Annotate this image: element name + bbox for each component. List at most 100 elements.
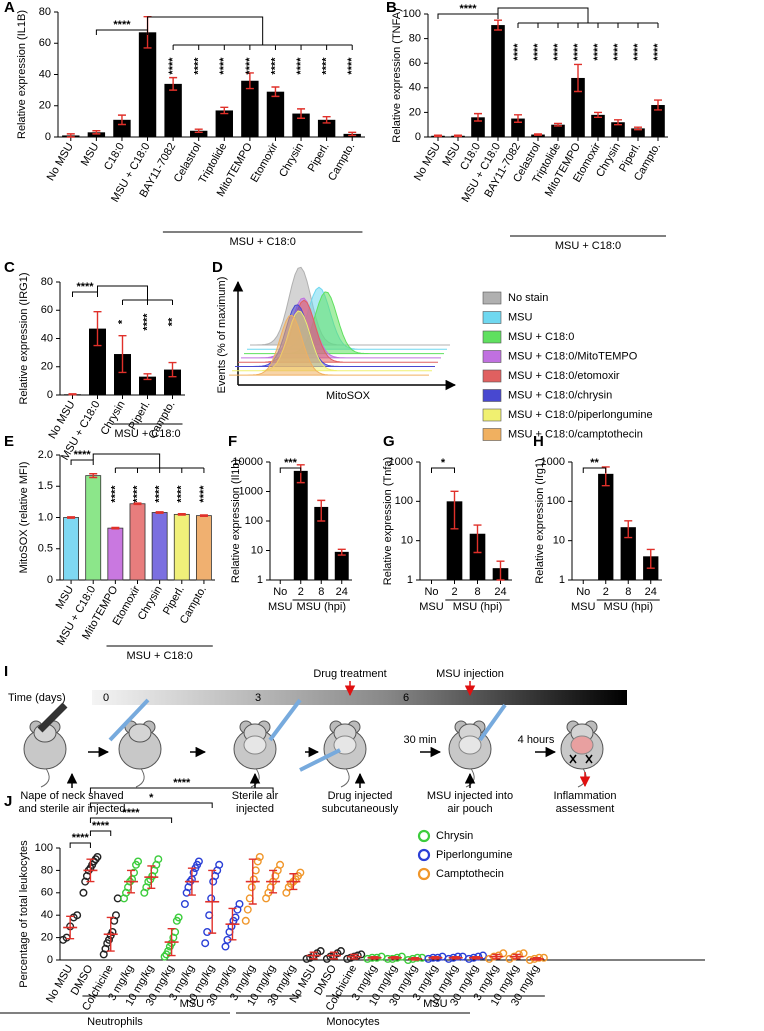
bar [598, 473, 614, 580]
significance-label: **** [459, 3, 477, 15]
group-label: Monocytes [326, 1016, 380, 1028]
y-tick-label: 1000 [541, 456, 565, 468]
data-point [174, 913, 183, 922]
y-tick-label: 60 [409, 57, 421, 69]
error-bar [473, 524, 482, 554]
mouse-head [128, 723, 152, 743]
significance-tree [92, 453, 161, 468]
y-tick-label: 0.5 [38, 543, 53, 555]
error-bar [228, 907, 237, 941]
bar [469, 533, 486, 580]
significance-label: **** [632, 43, 644, 61]
y-tick-label: 10000 [232, 456, 263, 468]
y-tick-label: 100 [245, 515, 263, 527]
group-label: MSU (hpi) [296, 601, 346, 613]
significance-label: **** [141, 313, 153, 331]
data-point [478, 951, 487, 960]
data-point [108, 928, 117, 937]
significance-tree [497, 7, 589, 23]
significance-label: **** [167, 57, 179, 75]
error-bar [454, 134, 462, 138]
x-tick-label: No MSU [45, 141, 76, 183]
interval-label: 30 min [403, 734, 436, 746]
y-tick-label: 100 [395, 495, 413, 507]
error-bar [111, 526, 120, 530]
significance-label: **** [122, 807, 140, 819]
mouse-icon [233, 720, 277, 788]
significance-tree [147, 16, 264, 45]
x-tick-label: MSU [54, 584, 77, 611]
bar [114, 354, 131, 395]
y-tick-label: 20 [41, 932, 53, 944]
error-bar [248, 858, 257, 905]
bar [651, 105, 665, 137]
legend-label: Piperlongumine [436, 849, 512, 861]
significance-label: ** [590, 457, 599, 469]
bar [317, 119, 336, 137]
legend-label: MSU + C18:0 [508, 331, 574, 343]
legend-marker [417, 867, 431, 881]
error-bar [431, 955, 440, 960]
y-tick-label: 40 [41, 909, 53, 921]
bar [190, 130, 208, 137]
error-bar [370, 955, 379, 960]
legend-swatch [482, 311, 502, 324]
bar [314, 506, 329, 580]
panel-letter: A [4, 0, 15, 16]
bar [85, 475, 102, 581]
legend-marker [417, 848, 431, 862]
y-tick-label: 20 [41, 361, 53, 373]
error-bar [208, 869, 217, 934]
bar [591, 114, 605, 137]
mouse-tail [135, 766, 145, 788]
data-point [93, 852, 102, 861]
interval-label: 4 hours [518, 734, 555, 746]
panel-letter: J [4, 793, 12, 810]
y-tick-label: 20 [409, 106, 421, 118]
error-bar [494, 19, 502, 31]
x-tick-label: No [424, 586, 438, 598]
error-bar [532, 957, 541, 961]
y-tick-label: 1 [257, 574, 263, 586]
error-bar [106, 916, 115, 952]
y-tick-label: 1 [407, 574, 413, 586]
air-pouch [458, 735, 482, 755]
panel-letter: E [4, 433, 14, 450]
y-tick-label: 1000 [239, 485, 263, 497]
legend-label: MSU [508, 311, 533, 323]
group-label: MSU (hpi) [603, 601, 653, 613]
bar [129, 503, 146, 581]
group-label: MSU [268, 601, 293, 613]
error-bar [350, 953, 359, 960]
error-bar [471, 955, 480, 960]
bar [138, 32, 157, 137]
data-point [194, 857, 203, 866]
legend-swatch [482, 389, 502, 402]
y-tick-label: 60 [39, 37, 51, 49]
error-bar [624, 520, 633, 539]
data-point [247, 883, 256, 892]
significance-bracket [582, 467, 607, 473]
significance-bracket [72, 291, 98, 297]
y-axis-label: Relative expression (Irg1) [534, 458, 546, 583]
y-axis-label: Percentage of total leukocytes [18, 840, 30, 988]
group-label: Neutrophils [87, 1016, 143, 1028]
syringe [299, 748, 341, 772]
legend-label: MSU + C18:0/chrysin [508, 389, 612, 401]
data-point [336, 947, 345, 956]
significance-label: **** [552, 43, 564, 61]
x-tick-label: 24 [336, 586, 348, 598]
significance-label: **** [173, 777, 191, 789]
error-bar [66, 915, 75, 940]
error-bar [297, 108, 306, 119]
significance-label: * [441, 457, 446, 469]
air-pouch [570, 735, 594, 755]
error-bar [220, 106, 229, 115]
legend-swatch [482, 291, 502, 305]
error-bar [66, 133, 75, 138]
data-point [296, 868, 305, 877]
group-label: MSU [571, 601, 596, 613]
y-axis-label: MitoSOX (relative MFI) [18, 462, 30, 574]
legend-swatch [482, 330, 502, 344]
significance-label: **** [72, 832, 90, 844]
